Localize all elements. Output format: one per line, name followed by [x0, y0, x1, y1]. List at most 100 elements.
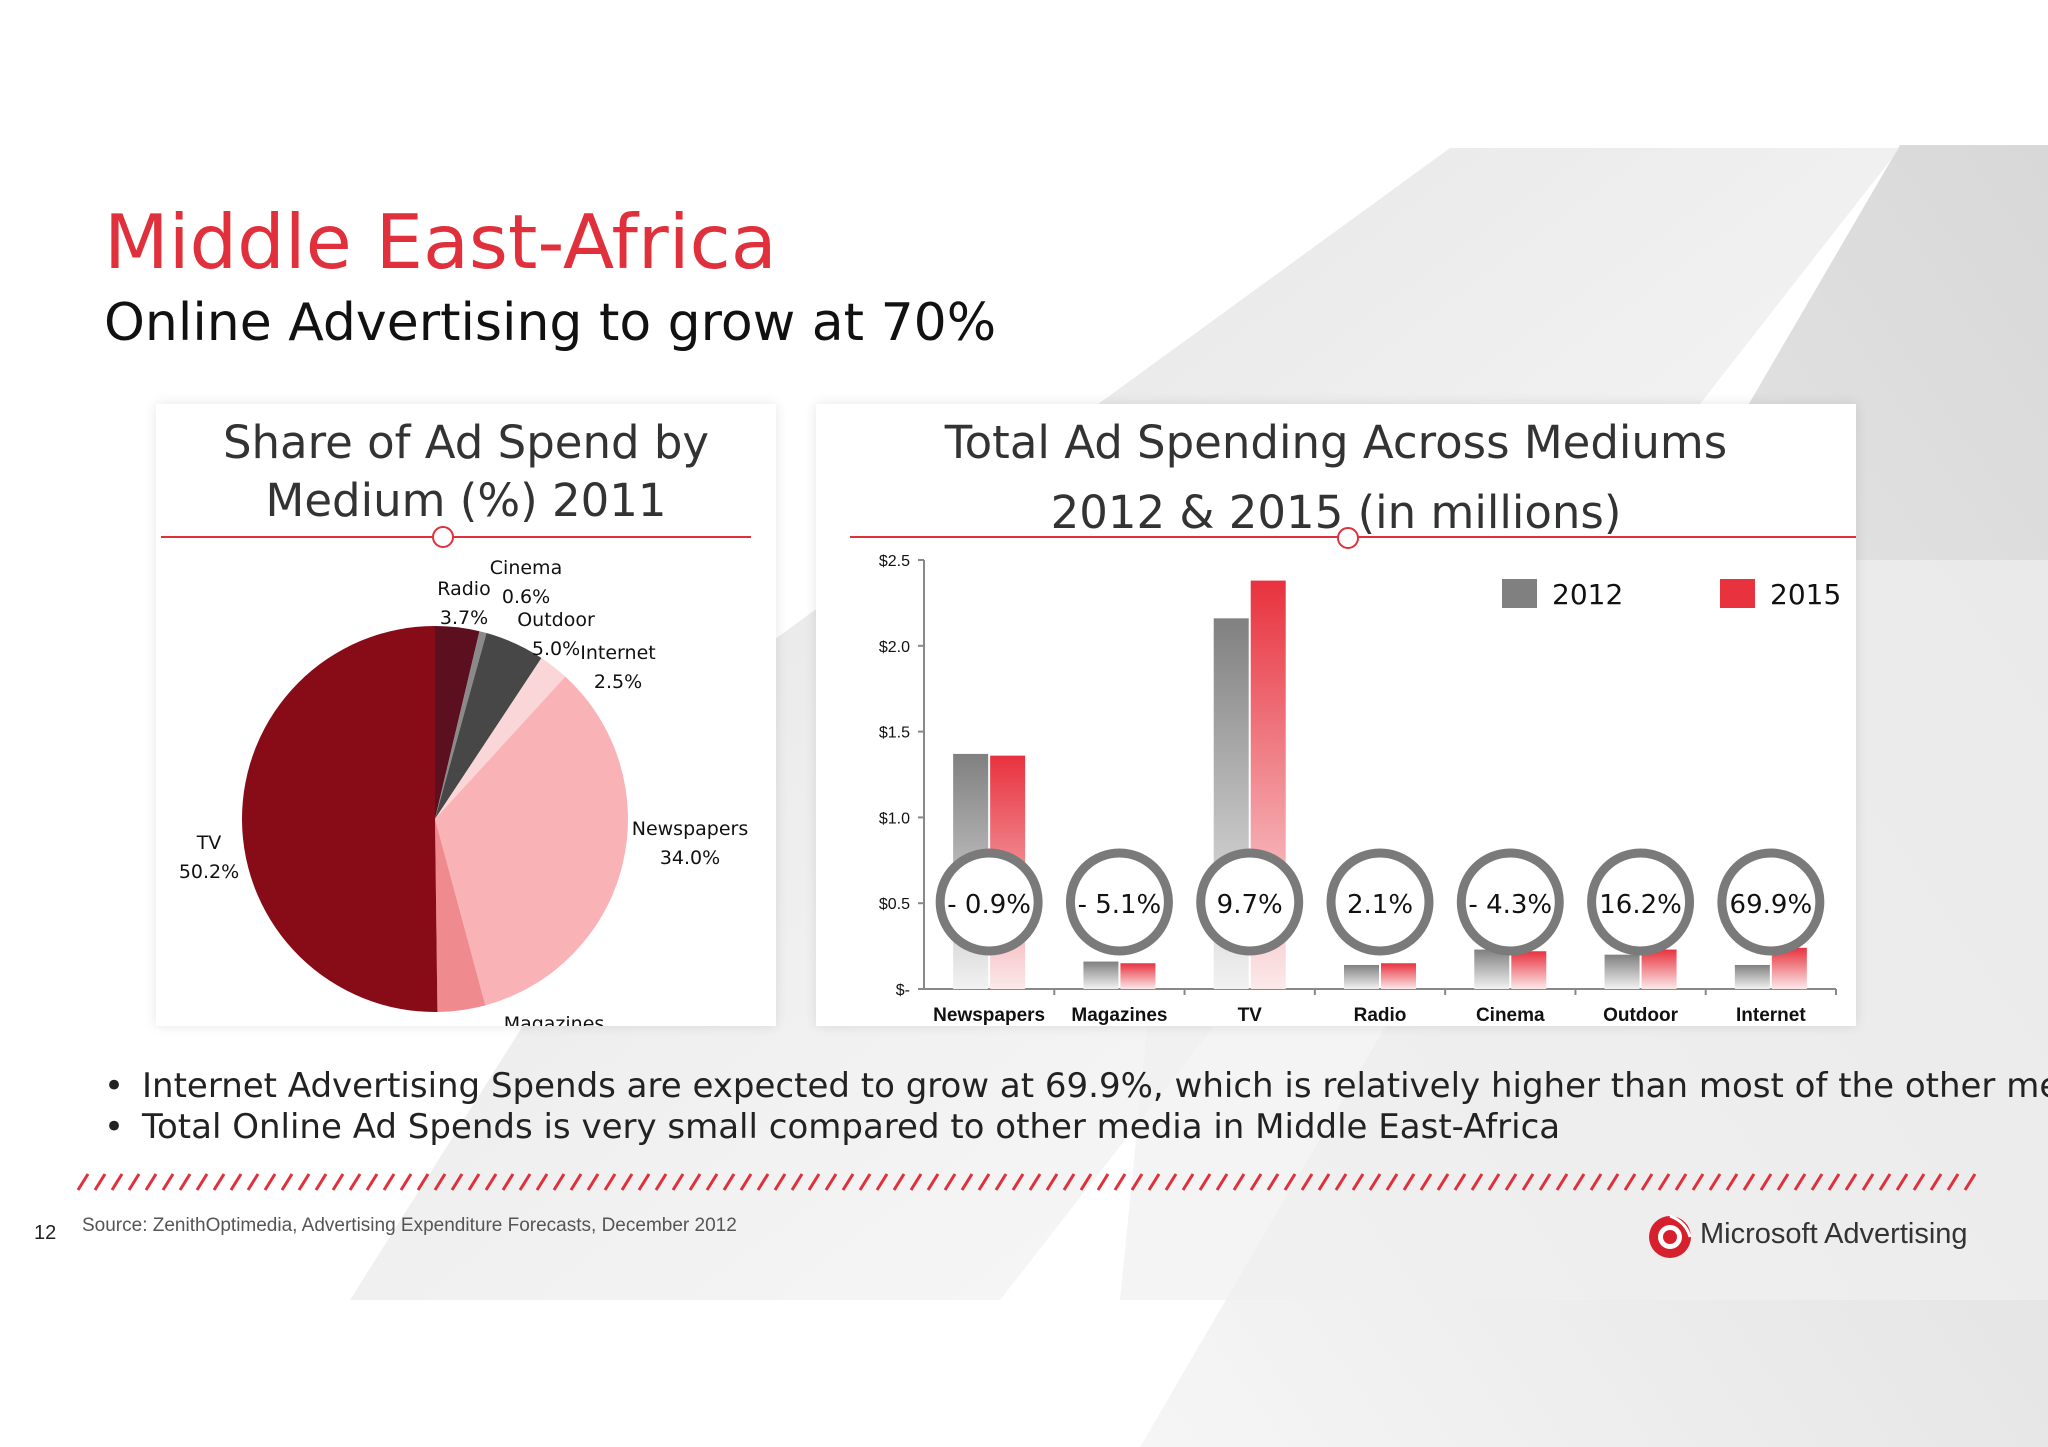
pie-slice-newspapers [435, 676, 628, 1006]
stripe-dash [688, 1173, 702, 1191]
stripe-dash [144, 1173, 158, 1191]
growth-badge [1456, 848, 1564, 956]
pie-slice-internet [435, 658, 566, 819]
bar-2012-magazines [1083, 961, 1119, 989]
legend-label-2012: 2012 [1552, 578, 1623, 611]
stripe-dash [1572, 1173, 1586, 1191]
growth-label: 69.9% [1730, 890, 1813, 920]
pie-value-tv: 50.2% [179, 861, 239, 883]
stripe-dash [807, 1173, 821, 1191]
stripe-dash [518, 1173, 532, 1191]
stripe-dash [229, 1173, 243, 1191]
stripe-dash [1045, 1173, 1059, 1191]
pie-chart-title: Share of Ad Spend by Medium (%) 2011 [156, 414, 776, 530]
stripe-dash [1878, 1173, 1892, 1191]
stripe-dash [1810, 1173, 1824, 1191]
bar-2015-cinema [1511, 951, 1547, 989]
stripe-dash [909, 1173, 923, 1191]
pie-title-line-1: Share of Ad Spend by [222, 416, 710, 469]
stripe-dash [586, 1173, 600, 1191]
pie-slice-cinema [435, 631, 487, 819]
pie-label-newspapers: Newspapers [632, 818, 749, 840]
stripe-dash [1504, 1173, 1518, 1191]
growth-label: 9.7% [1217, 890, 1283, 920]
bar-2012-internet [1734, 964, 1770, 989]
slide-subtitle: Online Advertising to grow at 70% [104, 293, 997, 353]
brand-name: Microsoft Advertising [1700, 1218, 1968, 1250]
stripe-dash [484, 1173, 498, 1191]
stripe-dash [671, 1173, 685, 1191]
stripe-dash [1266, 1173, 1280, 1191]
stripe-dash [467, 1173, 481, 1191]
stripe-dash [739, 1173, 753, 1191]
stripe-dash [1742, 1173, 1756, 1191]
stripe-dash [450, 1173, 464, 1191]
stripe-dash [195, 1173, 209, 1191]
stripe-dash [892, 1173, 906, 1191]
stripe-dash [1147, 1173, 1161, 1191]
bar-2015-magazines [1120, 963, 1156, 989]
stripe-dash [620, 1173, 634, 1191]
stripe-dash [1385, 1173, 1399, 1191]
bullet-item: Total Online Ad Spends is very small com… [104, 1107, 2048, 1148]
stripe-dash [1028, 1173, 1042, 1191]
x-category-label: Newspapers [933, 1005, 1045, 1026]
legend-swatch-2012 [1502, 579, 1537, 608]
stripe-dash [1538, 1173, 1552, 1191]
stripe-dash [161, 1173, 175, 1191]
stripe-dash [1895, 1173, 1909, 1191]
stripe-dash [263, 1173, 277, 1191]
y-tick-label: $2.0 [879, 639, 910, 656]
source-note: Source: ZenithOptimedia, Advertising Exp… [82, 1215, 737, 1236]
growth-label: - 4.3% [1468, 890, 1552, 920]
bar-2015-radio [1381, 963, 1416, 989]
stripe-dash [977, 1173, 991, 1191]
stripe-dash [1521, 1173, 1535, 1191]
stripe-dash [212, 1173, 226, 1191]
title-divider-knob [432, 526, 454, 548]
stripe-dash [535, 1173, 549, 1191]
pie-label-internet: Internet [580, 642, 655, 664]
x-category-label: Magazines [1071, 1005, 1167, 1026]
pie-chart-panel: Share of Ad Spend by Medium (%) 2011 Rad… [156, 404, 776, 1026]
growth-label: 2.1% [1347, 890, 1413, 920]
stripe-dash [110, 1173, 124, 1191]
stripe-dash [654, 1173, 668, 1191]
stripe-dash [1657, 1173, 1671, 1191]
pie-label-cinema: Cinema [490, 557, 562, 579]
stripe-dash [1130, 1173, 1144, 1191]
stripe-dash [1555, 1173, 1569, 1191]
pie-label-magazines: Magazines [504, 1013, 605, 1026]
growth-badge [1065, 848, 1173, 956]
stripe-dash [382, 1173, 396, 1191]
stripe-dash [178, 1173, 192, 1191]
stripe-dash [756, 1173, 770, 1191]
growth-label: 16.2% [1599, 890, 1682, 920]
stripe-dash [926, 1173, 940, 1191]
stripe-dash [1096, 1173, 1110, 1191]
stripe-dash [365, 1173, 379, 1191]
bar-chart: $- $0.5 $1.0 $1.5 $2.0 $2.5 Newspapers - 0.9% Ma… [850, 527, 1856, 1026]
stripe-dash [1334, 1173, 1348, 1191]
stripe-dash [875, 1173, 889, 1191]
growth-badge [1587, 848, 1695, 956]
stripe-dash [1113, 1173, 1127, 1191]
stripe-dash [773, 1173, 787, 1191]
bar-2015-outdoor [1641, 949, 1677, 989]
x-category-label: Internet [1736, 1005, 1806, 1026]
stripe-dash [1623, 1173, 1637, 1191]
stripe-dash [501, 1173, 515, 1191]
title-divider-knob [1337, 527, 1359, 549]
pie-title-line-2: Medium (%) 2011 [265, 474, 667, 527]
pie-value-radio: 3.7% [440, 607, 488, 629]
pie-value-cinema: 0.6% [502, 586, 550, 608]
bar-2012-radio [1344, 964, 1379, 989]
stripe-dash [1725, 1173, 1739, 1191]
stripe-dash [1062, 1173, 1076, 1191]
stripe-dash [1351, 1173, 1365, 1191]
stripe-dash [841, 1173, 855, 1191]
y-tick-label: $2.5 [879, 553, 910, 570]
stripe-dash [1079, 1173, 1093, 1191]
stripe-dash [1861, 1173, 1875, 1191]
stripe-dash [722, 1173, 736, 1191]
